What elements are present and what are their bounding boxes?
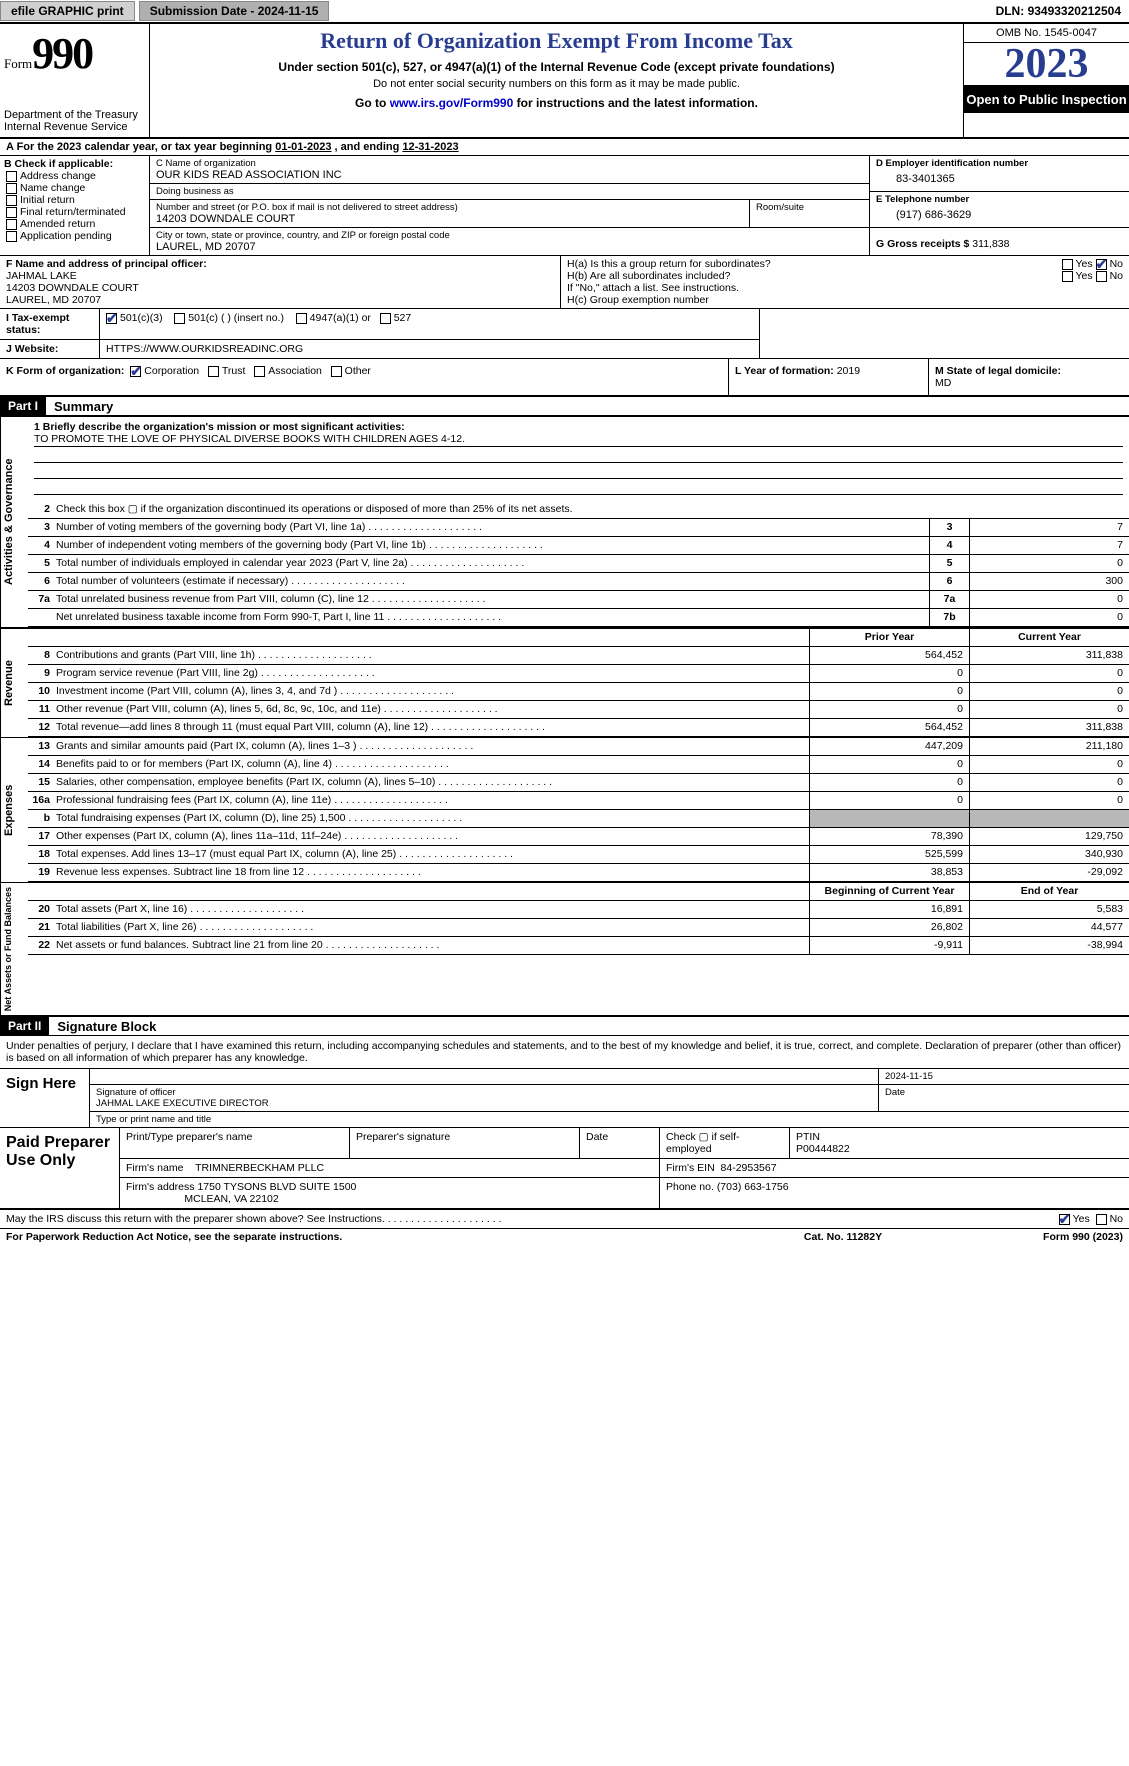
line-j-website: J Website: HTTPS://WWW.OURKIDSREADINC.OR… (0, 340, 759, 359)
open-to-public: Open to Public Inspection (964, 86, 1129, 113)
ein-cell: D Employer identification number 83-3401… (870, 156, 1129, 192)
sign-here-block: Sign Here 2024-11-15 Signature of office… (0, 1069, 1129, 1128)
page-footer: For Paperwork Reduction Act Notice, see … (0, 1229, 1129, 1245)
vtab-expenses: Expenses (0, 738, 28, 882)
table-row: 10Investment income (Part VIII, column (… (28, 683, 1129, 701)
irs-link[interactable]: www.irs.gov/Form990 (390, 96, 514, 110)
table-row: 14Benefits paid to or for members (Part … (28, 756, 1129, 774)
submission-date-box: Submission Date - 2024-11-15 (139, 1, 330, 21)
mission-block: 1 Briefly describe the organization's mi… (28, 417, 1129, 501)
opt-final-return: Final return/terminated (20, 206, 126, 218)
perjury-declaration: Under penalties of perjury, I declare th… (0, 1036, 1129, 1069)
opt-amended: Amended return (20, 218, 95, 230)
efile-print-button[interactable]: efile GRAPHIC print (0, 1, 135, 21)
room-label: Room/suite (756, 202, 863, 213)
section-governance: Activities & Governance 1 Briefly descri… (0, 416, 1129, 627)
box-b: B Check if applicable: Address change Na… (0, 156, 150, 255)
table-row: 8Contributions and grants (Part VIII, li… (28, 647, 1129, 665)
form-subtitle-1: Under section 501(c), 527, or 4947(a)(1)… (154, 60, 959, 74)
dln-label: DLN: 93493320212504 (996, 4, 1129, 18)
part-2-header: Part II Signature Block (0, 1017, 1129, 1036)
table-row: 13Grants and similar amounts paid (Part … (28, 738, 1129, 756)
form-title: Return of Organization Exempt From Incom… (154, 28, 959, 54)
section-b-c-d: B Check if applicable: Address change Na… (0, 156, 1129, 256)
gov-line: Net unrelated business taxable income fr… (28, 609, 1129, 627)
line-a-tax-year: A For the 2023 calendar year, or tax yea… (0, 139, 1129, 156)
part-1-header: Part I Summary (0, 397, 1129, 416)
gov-line: 7aTotal unrelated business revenue from … (28, 591, 1129, 609)
table-row: 20Total assets (Part X, line 16) 16,8915… (28, 901, 1129, 919)
gross-receipts-cell: G Gross receipts $ 311,838 (870, 228, 1129, 252)
table-row: 16aProfessional fundraising fees (Part I… (28, 792, 1129, 810)
section-revenue: Revenue Prior Year Current Year 8Contrib… (0, 627, 1129, 737)
table-row: 22Net assets or fund balances. Subtract … (28, 937, 1129, 955)
opt-name-change: Name change (20, 182, 85, 194)
top-toolbar: efile GRAPHIC print Submission Date - 20… (0, 0, 1129, 24)
group-return: H(a) Is this a group return for subordin… (560, 256, 1129, 308)
phone-cell: E Telephone number (917) 686-3629 (870, 192, 1129, 228)
table-row: bTotal fundraising expenses (Part IX, co… (28, 810, 1129, 828)
gov-line: 5Total number of individuals employed in… (28, 555, 1129, 573)
form-header: Form990 Department of the Treasury Inter… (0, 24, 1129, 139)
line-k-l-m: K Form of organization: Corporation Trus… (0, 359, 1129, 397)
org-name-cell: C Name of organization OUR KIDS READ ASS… (150, 156, 869, 184)
addr-value: 14203 DOWNDALE COURT (156, 213, 743, 225)
table-row: 12Total revenue—add lines 8 through 11 (… (28, 719, 1129, 737)
section-expenses: Expenses 13Grants and similar amounts pa… (0, 737, 1129, 882)
section-f-h: F Name and address of principal officer:… (0, 256, 1129, 309)
net-header-row: Beginning of Current Year End of Year (28, 883, 1129, 901)
city-cell: City or town, state or province, country… (150, 228, 869, 255)
dba-cell: Doing business as (150, 184, 869, 200)
table-row: 9Program service revenue (Part VIII, lin… (28, 665, 1129, 683)
gov-line: 6Total number of volunteers (estimate if… (28, 573, 1129, 591)
dept-treasury: Department of the Treasury Internal Reve… (4, 109, 145, 133)
discuss-with-preparer: May the IRS discuss this return with the… (0, 1210, 1129, 1229)
form-subtitle-2: Do not enter social security numbers on … (154, 78, 959, 90)
table-row: 11Other revenue (Part VIII, column (A), … (28, 701, 1129, 719)
opt-application-pending: Application pending (20, 230, 112, 242)
rev-header-row: Prior Year Current Year (28, 629, 1129, 647)
vtab-revenue: Revenue (0, 629, 28, 737)
vtab-net-assets: Net Assets or Fund Balances (0, 883, 28, 1015)
vtab-governance: Activities & Governance (0, 417, 28, 627)
gov-line: 4Number of independent voting members of… (28, 537, 1129, 555)
paid-preparer-block: Paid Preparer Use Only Print/Type prepar… (0, 1128, 1129, 1210)
gov-line: 3Number of voting members of the governi… (28, 519, 1129, 537)
table-row: 18Total expenses. Add lines 13–17 (must … (28, 846, 1129, 864)
line-i: I Tax-exempt status: 501(c)(3) 501(c) ( … (0, 309, 759, 340)
opt-address-change: Address change (20, 170, 96, 182)
table-row: 15Salaries, other compensation, employee… (28, 774, 1129, 792)
principal-officer: F Name and address of principal officer:… (0, 256, 560, 308)
table-row: 17Other expenses (Part IX, column (A), l… (28, 828, 1129, 846)
gov-line: 2Check this box ▢ if the organization di… (28, 501, 1129, 519)
section-net-assets: Net Assets or Fund Balances Beginning of… (0, 882, 1129, 1017)
form-number: Form990 (4, 28, 145, 79)
addr-label: Number and street (or P.O. box if mail i… (156, 202, 743, 213)
table-row: 19Revenue less expenses. Subtract line 1… (28, 864, 1129, 882)
form-goto: Go to www.irs.gov/Form990 for instructio… (154, 96, 959, 110)
tax-year: 2023 (964, 43, 1129, 86)
table-row: 21Total liabilities (Part X, line 26) 26… (28, 919, 1129, 937)
opt-initial-return: Initial return (20, 194, 75, 206)
